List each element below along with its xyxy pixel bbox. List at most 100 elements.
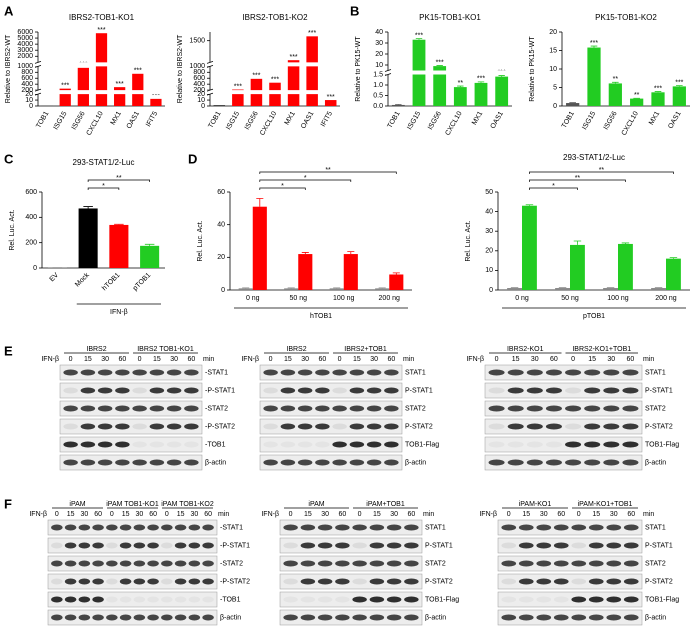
blot-band bbox=[622, 441, 639, 448]
blot-band bbox=[280, 387, 296, 394]
y-tick-label: 0 bbox=[553, 103, 557, 110]
blot-band bbox=[317, 596, 333, 603]
y-tick-label: 400 bbox=[21, 81, 33, 88]
error-bar bbox=[590, 45, 598, 48]
y-tick-label: 4000 bbox=[17, 41, 33, 48]
x-tick-label: ISG56 bbox=[603, 110, 619, 131]
blot-band bbox=[184, 387, 199, 394]
blot-row-label: P-STAT2 bbox=[405, 423, 433, 430]
blot-row-label: STAT1 bbox=[405, 369, 426, 376]
y-tick-label: 0.5 bbox=[373, 92, 383, 99]
blot-strip bbox=[279, 537, 423, 554]
blot-band bbox=[352, 560, 367, 567]
blot-band bbox=[92, 560, 104, 567]
blot-band bbox=[132, 441, 147, 448]
blot-band bbox=[335, 614, 350, 621]
blot-strip bbox=[259, 436, 403, 453]
y-tick-label: 40 bbox=[375, 29, 383, 36]
blot-band bbox=[263, 405, 278, 412]
bar bbox=[389, 274, 404, 290]
blot-band bbox=[584, 387, 601, 394]
blot-band bbox=[64, 542, 77, 549]
significance-stars: *** bbox=[415, 32, 423, 39]
blot-band bbox=[174, 542, 187, 549]
blot-band bbox=[300, 560, 316, 567]
bar bbox=[603, 288, 618, 290]
x-tick-label: ISG56 bbox=[71, 110, 87, 131]
blot-strip bbox=[279, 591, 423, 608]
chart-title: 293-STAT1/2-Luc bbox=[563, 153, 625, 162]
blot-row-label: P-STAT1 bbox=[405, 387, 433, 394]
blot-band bbox=[588, 596, 604, 603]
blot-row-label: β-actin bbox=[645, 459, 666, 466]
bar bbox=[213, 105, 226, 106]
error-bar bbox=[347, 251, 355, 255]
treatment-label: IFN-β bbox=[466, 356, 484, 363]
y-tick-label: 2000 bbox=[17, 53, 33, 60]
panel-label: B bbox=[350, 3, 359, 18]
error-bar bbox=[415, 38, 423, 40]
blot-band bbox=[518, 578, 534, 585]
significance-bracket bbox=[529, 187, 578, 190]
error-bar bbox=[676, 85, 683, 87]
bar bbox=[618, 243, 633, 290]
time-label: 0 bbox=[571, 356, 575, 363]
bar bbox=[507, 288, 522, 290]
blot-band bbox=[526, 369, 543, 376]
blot-band bbox=[622, 423, 639, 430]
time-label: 0 bbox=[110, 511, 114, 518]
bar bbox=[78, 208, 98, 268]
blot-strip bbox=[497, 555, 643, 572]
blot-strip bbox=[59, 436, 203, 453]
blot-group-label: iPAM-KO1+TOB1 bbox=[578, 501, 633, 508]
blot-band bbox=[606, 560, 622, 567]
blot-band bbox=[349, 441, 365, 448]
blot-band bbox=[507, 441, 524, 448]
blot-band bbox=[80, 423, 96, 430]
bar bbox=[566, 103, 580, 106]
blot-band bbox=[565, 441, 582, 448]
blot-band bbox=[488, 423, 505, 430]
x-tick-label: CXCL10 bbox=[86, 110, 105, 137]
blot-band bbox=[280, 423, 296, 430]
blot-strip bbox=[47, 537, 218, 554]
blot-band bbox=[147, 614, 159, 621]
x-tick-label: TOB1 bbox=[561, 110, 576, 129]
time-label: 0 bbox=[165, 511, 169, 518]
bar bbox=[150, 98, 162, 106]
y-tick-label: 400 bbox=[193, 81, 205, 88]
error-bar bbox=[392, 272, 400, 275]
y-tick-label: 600 bbox=[21, 75, 33, 82]
time-label: 0 bbox=[358, 511, 362, 518]
blot-strip bbox=[484, 382, 643, 399]
y-tick-label: 600 bbox=[193, 75, 205, 82]
time-label: 15 bbox=[153, 356, 161, 363]
blot-band bbox=[553, 524, 569, 531]
blot-band bbox=[51, 542, 63, 549]
blot-band bbox=[283, 596, 298, 603]
time-label: 0 bbox=[495, 356, 499, 363]
blot-strip bbox=[47, 609, 218, 626]
blot-band bbox=[571, 578, 587, 585]
bar bbox=[587, 47, 601, 106]
significance-stars: ** bbox=[613, 76, 619, 83]
blot-band bbox=[188, 596, 201, 603]
blot-band bbox=[352, 524, 367, 531]
y-tick-label: 10 bbox=[375, 62, 383, 69]
blot-band bbox=[332, 369, 347, 376]
blot-band bbox=[315, 369, 330, 376]
significance-stars: *** bbox=[116, 81, 124, 88]
blot-band bbox=[386, 596, 402, 603]
bar bbox=[666, 258, 681, 290]
blot-band bbox=[317, 560, 333, 567]
y-tick-label: 1.0 bbox=[373, 82, 383, 89]
blot-strip bbox=[497, 609, 643, 626]
treatment-label: IFN-β bbox=[479, 511, 497, 518]
blot-group-label: iPAM bbox=[69, 501, 85, 508]
blot-band bbox=[606, 542, 622, 549]
blot-band bbox=[488, 405, 505, 412]
bar bbox=[95, 33, 108, 106]
blot-band bbox=[526, 405, 543, 412]
x-tick-label: ISG15 bbox=[53, 110, 69, 131]
